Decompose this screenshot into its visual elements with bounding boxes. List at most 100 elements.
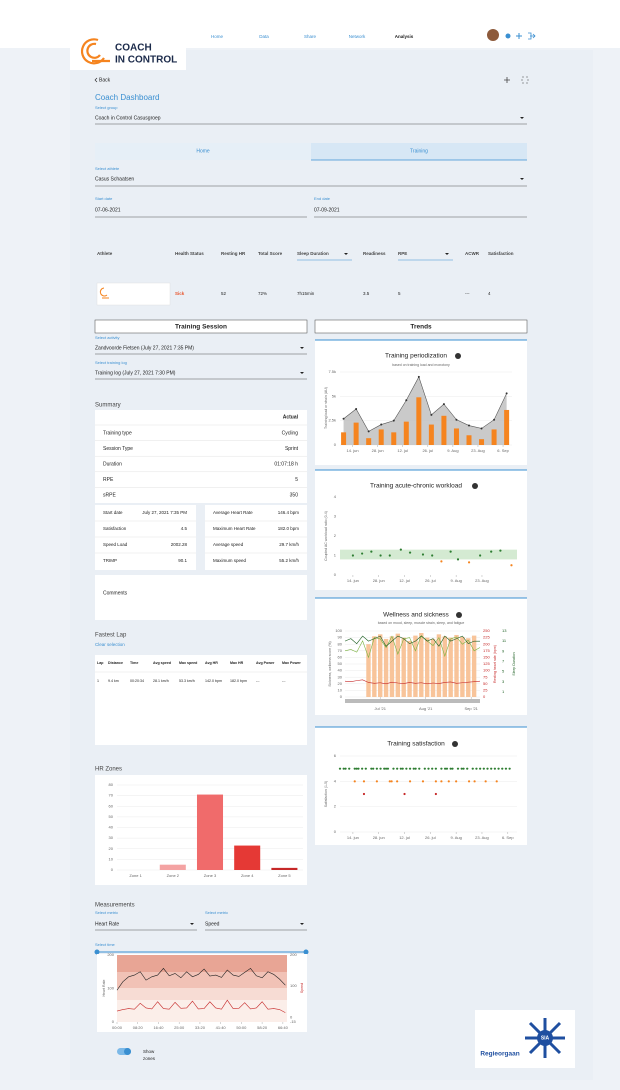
add-icon[interactable] [516,33,522,39]
nav-link[interactable]: Share [304,34,317,39]
cell: 90.1 [178,558,187,563]
athlete-card[interactable] [96,282,171,306]
y-tick-label: 6 [334,753,337,758]
cell: 2002.28 [171,542,188,547]
load-bar [366,438,372,445]
strain-point [493,418,496,421]
column-header: Athlete [97,251,113,256]
point [370,767,373,770]
sickness-bar [389,636,395,697]
y-tick-label: 11 [502,638,507,643]
bell-icon[interactable] [505,33,511,39]
field-label: Select activity [95,335,119,340]
nav-link[interactable]: Home [211,34,224,39]
scrollbar[interactable] [345,699,480,703]
x-tick-label: 12. jul [399,578,410,583]
nav-link[interactable]: Data [259,34,269,39]
activity-select[interactable]: Zandvoorde Fietsen (July 27, 2021 7:35 P… [95,345,194,351]
cell: Speed Load [103,542,128,547]
toggle-label: zones [143,1056,156,1061]
point [379,554,382,557]
x-tick-label: 08:20 [133,1025,144,1030]
x-tick-label: 26. jul [425,835,436,840]
x-tick-label: 28. jun [372,448,384,453]
clear-selection[interactable]: Clear selection [95,642,125,647]
back-icon[interactable] [94,77,98,83]
end-date[interactable]: 07-09-2021 [314,207,340,213]
toggle-label: Show [143,1049,155,1054]
start-date[interactable]: 07-06-2021 [95,207,121,213]
metric-select[interactable]: Heart Rate [95,921,119,927]
tab[interactable]: Home [196,148,210,154]
x-tick-label: 26. jul [425,578,436,583]
point [361,552,364,555]
back-link[interactable]: Back [99,77,111,83]
point [386,767,390,770]
nav-link[interactable]: Analysis [395,34,414,39]
log-select[interactable]: Training log (July 27, 2021 7:30 PM) [95,370,176,376]
y-tick-label: 3 [502,679,505,684]
logo-text: IN CONTROL [115,55,177,66]
x-tick-label: 28. jun [373,835,385,840]
nav-link[interactable]: Network [349,34,366,39]
column-header: Max Power [282,661,301,665]
y-tick-label: 20 [109,846,114,851]
point [482,767,485,770]
strain-point [392,419,395,422]
y-tick-label: 0 [483,694,486,699]
y-tick-label: 70 [338,648,343,653]
column-header: ACWR [465,251,480,256]
point [440,560,443,563]
strain-point [380,423,383,426]
point [399,548,402,551]
dropdown-arrow [300,372,304,374]
info-icon[interactable] [455,353,461,359]
add-button[interactable] [504,77,510,83]
group-select[interactable]: Coach in Control Casusgroep [95,115,161,121]
y-tick-label: 40 [338,668,343,673]
field-label: Select group [95,105,118,110]
slider-handle[interactable] [94,949,100,955]
y-tick-label: -15 [290,1019,297,1024]
point [471,767,474,770]
toggle-knob[interactable] [124,1048,131,1055]
cell: 00:20:34 [130,679,144,683]
bar [159,864,186,870]
tab[interactable]: Training [410,148,428,154]
logo-mark [80,38,110,65]
point [418,767,421,770]
load-bar [453,428,459,445]
hr-zones-bg [117,955,287,1022]
fullscreen-button[interactable] [521,76,529,84]
comments-card [95,575,307,620]
avatar[interactable] [487,29,499,41]
point [396,767,399,770]
point [353,767,356,770]
slider-handle[interactable] [303,949,309,955]
info-icon[interactable] [472,483,478,489]
x-tick-label: Zone 4 [241,873,254,878]
chart-title: Training satisfaction [387,741,445,748]
point [434,792,437,796]
athlete-select[interactable]: Casus Schaatsen [95,176,134,182]
comments-label: Comments [103,590,128,596]
x-tick-label: 14. jun [347,448,359,453]
cell: July 27, 2021 7:35 PM [142,510,187,515]
dashboard-title: Coach Dashboard [95,93,159,102]
cell: sRPE [103,493,116,499]
logout-icon[interactable] [528,32,536,40]
metric-select[interactable]: Speed [205,921,220,927]
sickness-bar [419,632,424,697]
x-tick-label: 6. Sep [497,448,509,453]
point [383,767,386,770]
field-label: Select metric [95,910,118,915]
chart-subtitle: based on mood, sleep, muscle strain, sle… [378,621,465,625]
info-icon[interactable] [456,612,462,618]
info-icon[interactable] [452,741,458,747]
y-tick-label: 1 [334,553,337,558]
point [412,767,415,770]
sickness-bar [430,638,436,697]
y-tick-label: 10 [109,856,114,861]
cell: Start date [103,510,123,515]
point [456,558,460,561]
